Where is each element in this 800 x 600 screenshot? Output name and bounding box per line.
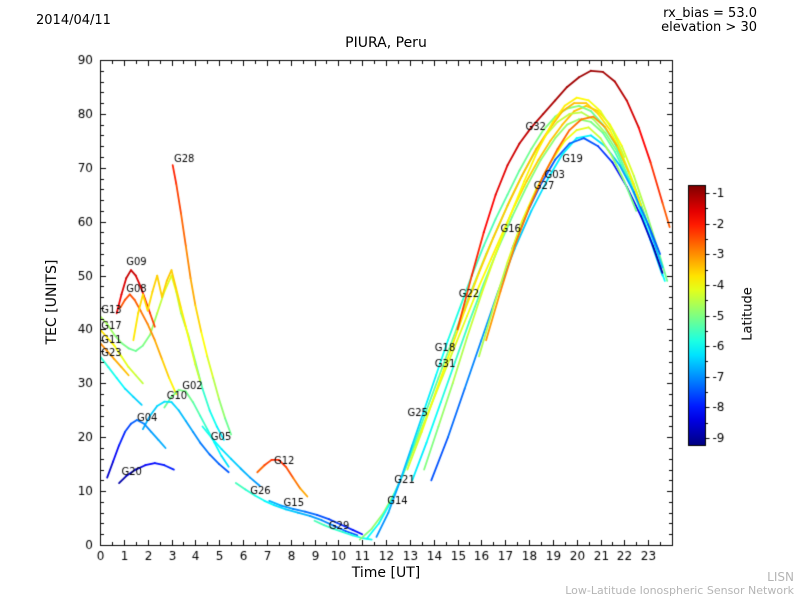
rx-bias-label: rx_bias = 53.0 [663, 6, 757, 21]
watermark-lisn: LISN [767, 570, 794, 584]
watermark-network: Low-Latitude Ionospheric Sensor Network [565, 584, 794, 597]
header-annotations: rx_bias = 53.0 elevation > 30 [661, 7, 757, 35]
plot-title: PIURA, Peru [345, 35, 427, 51]
x-axis-label: Time [UT] [351, 565, 421, 581]
date-label: 2014/04/11 [36, 13, 111, 28]
colorbar-label: Latitude [740, 287, 756, 341]
watermark: LISN Low-Latitude Ionospheric Sensor Net… [565, 570, 794, 598]
y-axis-label: TEC [UNITS] [44, 259, 60, 345]
elevation-label: elevation > 30 [661, 20, 757, 35]
